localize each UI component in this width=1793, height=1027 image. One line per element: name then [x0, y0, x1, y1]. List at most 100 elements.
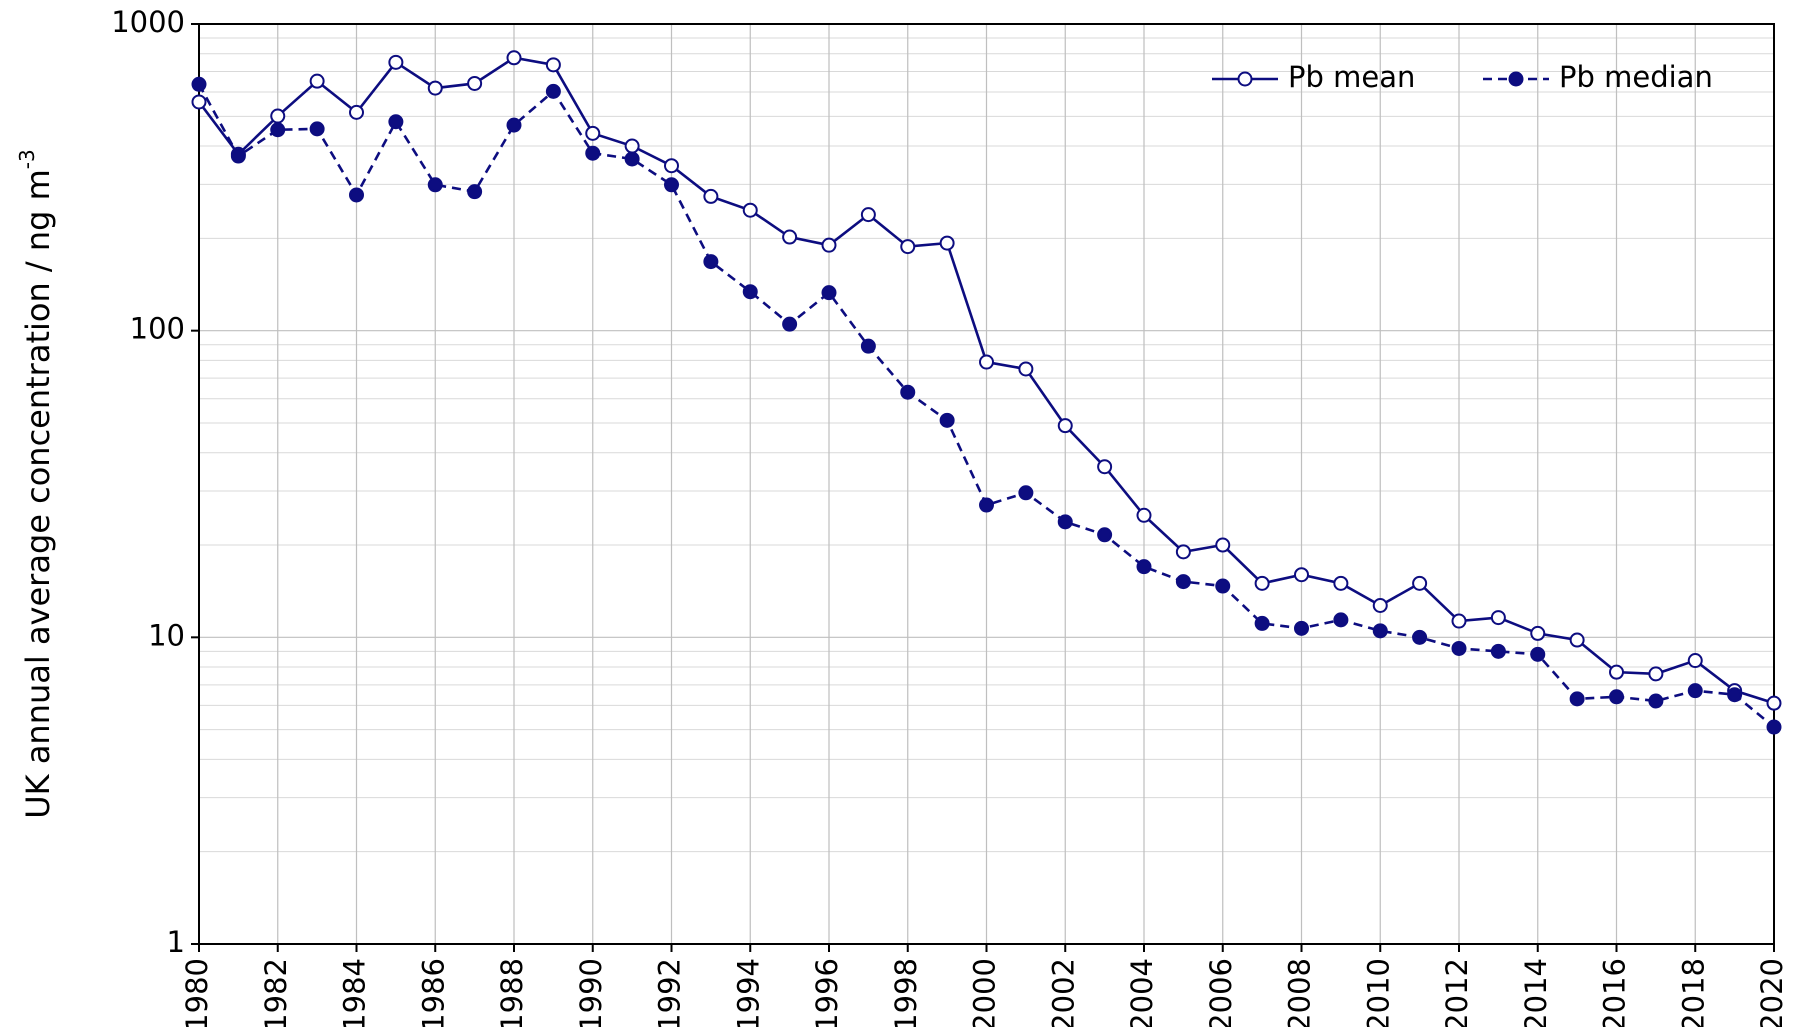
point [191, 76, 207, 92]
point [703, 188, 719, 204]
point [979, 497, 994, 513]
point [664, 177, 679, 193]
point [1490, 643, 1506, 659]
point [427, 177, 443, 193]
y-axis-label-text: UK annual average concentration / ng m [19, 169, 57, 819]
y-tick-label: 1000 [111, 5, 185, 39]
point [900, 384, 916, 400]
point [742, 202, 758, 218]
legend-marker [1237, 71, 1253, 87]
point [1175, 574, 1191, 590]
point [703, 254, 719, 270]
legend-label: Pb mean [1288, 60, 1415, 94]
point [467, 75, 483, 91]
point [1333, 575, 1349, 591]
point [939, 412, 955, 428]
point [821, 237, 837, 253]
y-tick-label: 10 [148, 618, 185, 652]
x-tick-label: 1998 [889, 958, 923, 1027]
point [1254, 615, 1270, 631]
x-tick-label: 1984 [338, 958, 372, 1027]
y-axis-label: UK annual average concentration / ng m-3 [15, 149, 58, 819]
x-tick-label: 1990 [574, 958, 608, 1027]
point [1215, 537, 1231, 553]
point [664, 158, 679, 174]
point [939, 235, 955, 251]
point [1136, 559, 1152, 575]
point [388, 114, 404, 130]
point [1294, 567, 1309, 583]
point [1412, 629, 1428, 645]
point [585, 125, 601, 141]
point [545, 57, 561, 73]
point [1136, 507, 1152, 523]
point [1766, 695, 1782, 711]
point [1648, 693, 1664, 709]
x-tick-label: 1986 [416, 958, 450, 1027]
x-tick-label: 2016 [1598, 958, 1632, 1027]
point [979, 354, 994, 370]
point [1569, 632, 1585, 648]
point [860, 207, 876, 223]
point [309, 73, 325, 89]
point [1687, 653, 1703, 669]
y-tick-label: 1 [167, 925, 185, 959]
legend-marker [1508, 71, 1524, 87]
x-tick-label: 1996 [810, 958, 844, 1027]
point [1766, 719, 1782, 735]
x-tick-label: 2012 [1440, 958, 1474, 1027]
point [624, 138, 640, 154]
point [821, 285, 837, 301]
point [742, 284, 758, 300]
point [1215, 578, 1231, 594]
point [1018, 485, 1034, 501]
x-tick-label: 2014 [1519, 958, 1553, 1027]
point [1530, 646, 1546, 662]
point [1372, 623, 1388, 639]
point [349, 187, 364, 203]
point [1530, 625, 1546, 641]
x-tick-label: 2010 [1361, 958, 1395, 1027]
x-tick-label: 2002 [1046, 958, 1080, 1027]
point [1727, 687, 1743, 703]
point [467, 184, 483, 200]
x-tick-label: 2004 [1125, 958, 1159, 1027]
point [506, 50, 522, 66]
point [191, 94, 207, 110]
point [230, 148, 246, 164]
y-axis-label-superscript: -3 [15, 149, 39, 169]
point [1569, 691, 1585, 707]
point [1097, 527, 1113, 543]
point [427, 80, 443, 96]
point [1412, 575, 1428, 591]
point [1333, 612, 1349, 628]
x-tick-label: 2020 [1755, 958, 1789, 1027]
y-tick-label: 100 [130, 312, 185, 346]
x-tick-label: 1988 [495, 958, 529, 1027]
x-tick-label: 2018 [1676, 958, 1710, 1027]
x-tick-label: 2008 [1283, 958, 1317, 1027]
x-tick-label: 1994 [731, 958, 765, 1027]
point [545, 83, 561, 99]
point [585, 145, 601, 161]
point [782, 316, 798, 332]
point [1648, 666, 1664, 682]
x-tick-label: 1980 [180, 958, 214, 1027]
point [782, 229, 798, 245]
point [1294, 620, 1309, 636]
point [1254, 575, 1270, 591]
point [1372, 598, 1388, 614]
point [1018, 361, 1034, 377]
point [1057, 514, 1073, 530]
point [1097, 459, 1113, 475]
point [860, 338, 876, 354]
point [506, 117, 522, 133]
legend-label: Pb median [1559, 60, 1713, 94]
point [309, 121, 325, 137]
point [1687, 683, 1703, 699]
point [1451, 640, 1467, 656]
point [900, 239, 916, 255]
point [388, 54, 404, 70]
